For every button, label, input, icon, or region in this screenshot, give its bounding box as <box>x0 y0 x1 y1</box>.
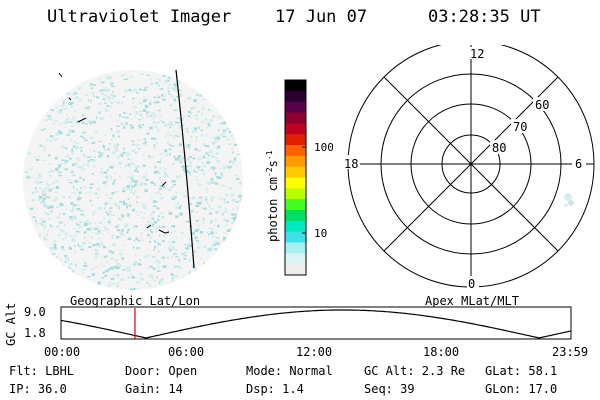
coast-mark <box>68 97 72 101</box>
coast-mark <box>77 117 87 123</box>
colorbar-tick-10: 10 <box>314 227 327 240</box>
gc-alt-axis-label: GC Alt <box>4 303 18 346</box>
filter-info: Flt: LBHL <box>9 364 75 378</box>
mlt-label-12: 12 <box>470 47 484 61</box>
altitude-timeline <box>60 306 572 340</box>
coast-mark <box>161 181 167 187</box>
door-info: Door: Open <box>125 364 198 378</box>
lat-label-70: 70 <box>513 120 527 134</box>
mlt-label-18: 18 <box>344 157 358 171</box>
coast-mark <box>146 224 152 229</box>
x-tick-0600: 06:00 <box>168 345 205 359</box>
mlt-label-6: 6 <box>575 157 582 171</box>
colorbar-gradient <box>285 80 306 276</box>
aurora-speckles <box>25 73 243 290</box>
coast-mark <box>158 229 170 234</box>
svg-text:GC Alt: GC Alt <box>4 303 18 346</box>
terminator-line <box>175 69 195 269</box>
mlt-label-0: 0 <box>468 277 475 291</box>
colorbar: 100 10 <box>284 79 333 276</box>
unit-exp1: -2 <box>265 167 274 177</box>
ip-info: IP: 36.0 <box>9 382 67 396</box>
mode-info: Mode: Normal <box>246 364 333 378</box>
y-tick-1.8: 1.8 <box>24 326 46 340</box>
date-label: 17 Jun 07 <box>275 7 368 27</box>
instrument-title: Ultraviolet Imager <box>47 7 232 27</box>
colorbar-tick-100: 100 <box>314 141 333 154</box>
y-tick-9: 9.0 <box>24 305 46 319</box>
glon-info: GLon: 17.0 <box>485 382 558 396</box>
x-tick-2359: 23:59 <box>552 345 589 359</box>
coast-mark <box>58 72 63 78</box>
apex-title: Apex MLat/MLT <box>425 294 519 308</box>
lat-label-80: 80 <box>492 141 506 155</box>
time-label: 03:28:35 UT <box>428 7 541 27</box>
geographic-image <box>23 69 243 290</box>
dsp-info: Dsp: 1.4 <box>246 382 304 396</box>
unit-s: s <box>266 160 280 167</box>
polar-speckle <box>564 193 574 207</box>
gain-info: Gain: 14 <box>125 382 183 396</box>
svg-text:photon cm-2s-1: photon cm-2s-1 <box>265 150 280 242</box>
x-tick-0000: 00:00 <box>44 345 81 359</box>
x-tick-1200: 12:00 <box>296 345 333 359</box>
altitude-curve <box>60 309 572 339</box>
polar-plot: 12 18 6 0 60 70 80 <box>342 45 595 291</box>
lat-label-60: 60 <box>535 98 549 112</box>
x-tick-1800: 18:00 <box>423 345 460 359</box>
colorbar-unit: photon cm-2s-1 <box>265 150 280 242</box>
seq-info: Seq: 39 <box>364 382 415 396</box>
gc-alt-info: GC Alt: 2.3 Re <box>364 364 466 378</box>
unit-exp2: -1 <box>265 150 274 160</box>
geographic-title: Geographic Lat/Lon <box>70 294 201 308</box>
glat-info: GLat: 58.1 <box>485 364 558 378</box>
unit-photon: photon cm <box>266 177 280 242</box>
